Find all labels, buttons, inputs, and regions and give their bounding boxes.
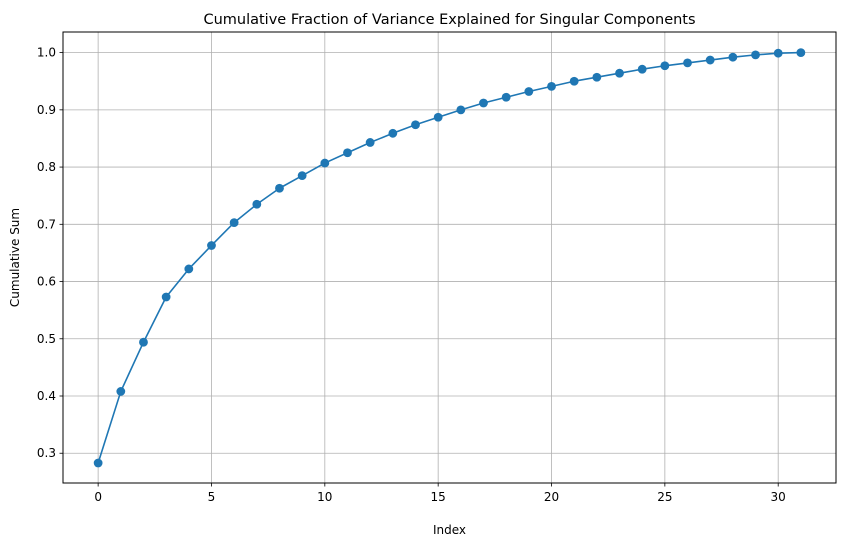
- x-tick-label: 15: [431, 490, 446, 504]
- data-point: [615, 68, 624, 78]
- y-tick-label: 0.6: [37, 275, 56, 289]
- data-point: [116, 387, 126, 396]
- x-tick-label: 20: [544, 490, 559, 504]
- data-point: [660, 61, 670, 71]
- x-tick-label: 25: [657, 490, 672, 504]
- x-axis-label: Index: [433, 523, 466, 537]
- data-point: [751, 50, 760, 60]
- y-tick-label: 0.5: [37, 332, 56, 346]
- y-tick-label: 0.4: [37, 389, 56, 403]
- data-point: [184, 264, 194, 274]
- data-point: [411, 120, 420, 130]
- x-tick-label: 5: [208, 490, 216, 504]
- data-point: [456, 105, 466, 115]
- data-point: [93, 458, 103, 468]
- data-point: [139, 337, 148, 347]
- x-tick-label: 30: [771, 490, 786, 504]
- data-point: [275, 183, 284, 193]
- chart-title: Cumulative Fraction of Variance Explaine…: [203, 12, 695, 28]
- data-point: [388, 128, 398, 138]
- data-point: [524, 87, 534, 96]
- data-point: [773, 48, 783, 58]
- series-layer: [93, 48, 806, 468]
- x-tick-label: 0: [94, 490, 102, 504]
- y-tick-label: 0.9: [37, 103, 56, 117]
- data-point: [252, 199, 262, 209]
- data-point: [343, 148, 352, 158]
- y-tick-label: 0.7: [37, 217, 56, 231]
- data-point: [592, 72, 602, 82]
- data-point: [433, 112, 443, 122]
- data-point: [207, 241, 216, 250]
- data-point: [547, 81, 556, 91]
- data-point: [705, 55, 715, 65]
- data-point: [365, 138, 375, 147]
- data-point: [728, 52, 738, 62]
- x-tick-label: 10: [317, 490, 332, 504]
- data-point: [479, 98, 488, 108]
- y-tick-label: 1.0: [37, 46, 56, 60]
- y-tick-label: 0.3: [37, 446, 56, 460]
- data-point: [796, 48, 806, 58]
- data-point: [569, 76, 579, 86]
- ticks: 0 5 10 15 20 25 30 0.3 0.4 0.5 0.6 0.7 0.8 0.9 1.0: [37, 46, 786, 504]
- data-point: [320, 158, 330, 168]
- data-point: [501, 92, 511, 102]
- data-point: [297, 171, 307, 181]
- data-point: [161, 292, 171, 302]
- y-axis-label: Cumulative Sum: [8, 208, 22, 307]
- data-point: [229, 218, 239, 227]
- plot-frame: [62, 31, 837, 484]
- data-point: [683, 58, 692, 68]
- grid: [63, 32, 836, 483]
- y-tick-label: 0.8: [37, 160, 56, 174]
- data-point: [637, 64, 647, 74]
